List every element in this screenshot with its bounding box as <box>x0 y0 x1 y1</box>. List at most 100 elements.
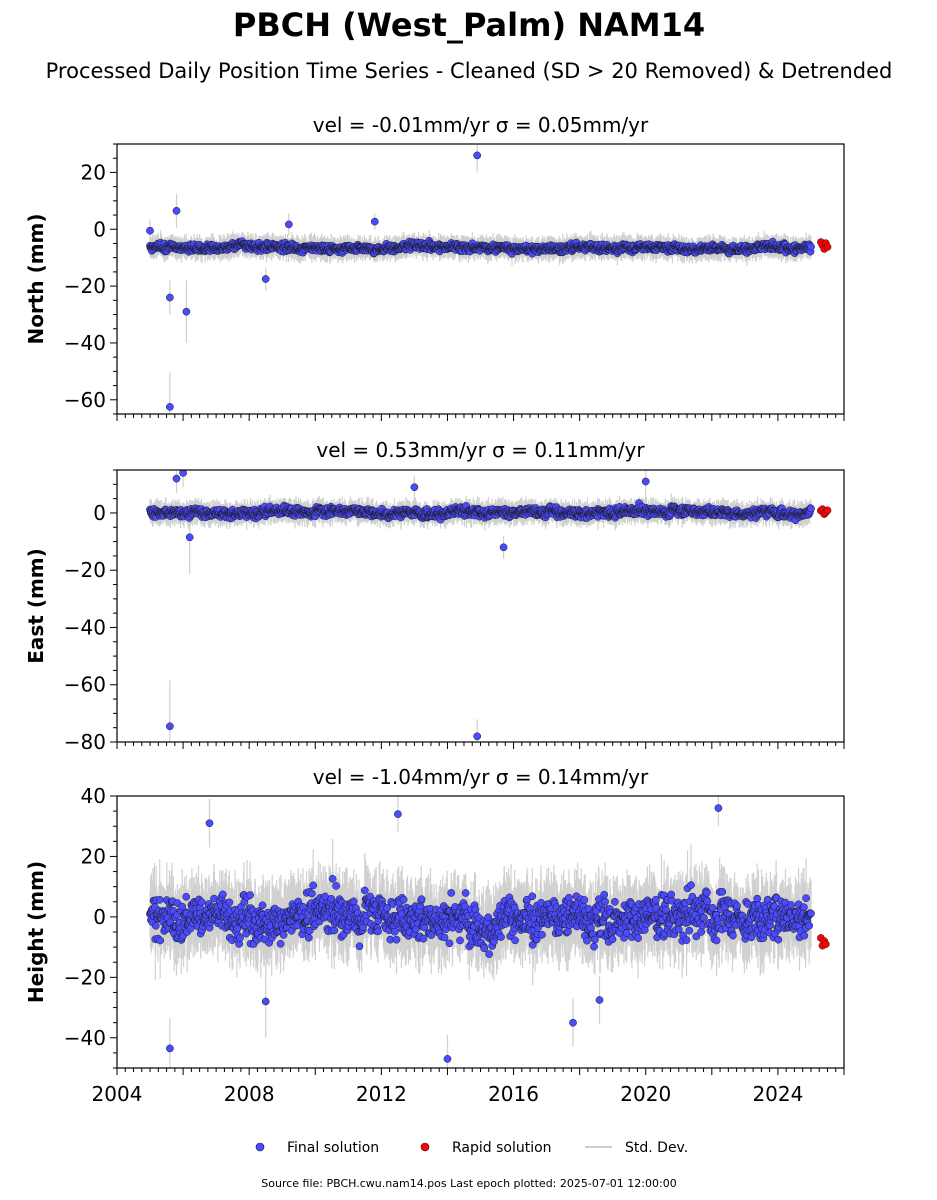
height-final-point <box>774 935 783 944</box>
height-final-point <box>685 926 694 935</box>
height-y-tick-label: −40 <box>64 1026 106 1050</box>
height-final-point <box>151 921 160 930</box>
east-panel: vel = 0.53mm/yr σ = 0.11mm/yr East (mm) 0 −… <box>24 438 845 754</box>
height-final-point <box>445 939 454 948</box>
north-final-point <box>261 275 270 283</box>
height-final-point <box>699 913 708 922</box>
height-final-point <box>427 931 436 939</box>
height-y-tick-label: 40 <box>81 784 106 808</box>
height-final-point <box>456 936 464 945</box>
height-final-point <box>569 1018 577 1027</box>
east-final-point <box>473 732 482 741</box>
height-y-tick-label: −20 <box>64 965 106 989</box>
height-final-point <box>595 996 604 1004</box>
height-final-point <box>258 901 267 910</box>
height-final-point <box>182 892 191 901</box>
east-panel-title: vel = 0.53mm/yr σ = 0.11mm/yr <box>316 438 645 462</box>
height-final-point <box>155 895 164 904</box>
north-panel: vel = -0.01mm/yr σ = 0.05mm/yr North (mm)… <box>24 113 845 421</box>
east-final-point <box>499 543 508 552</box>
height-final-point <box>591 935 599 944</box>
east-final-point <box>179 470 187 477</box>
north-std-dev-bars <box>149 144 812 414</box>
height-final-point <box>394 810 402 818</box>
height-final-point <box>484 913 493 922</box>
east-final-point <box>807 504 815 513</box>
height-rapid-point <box>821 940 830 948</box>
north-y-tick-label: −60 <box>64 388 106 412</box>
height-final-point <box>236 934 244 942</box>
height-final-point <box>692 932 701 941</box>
east-y-tick-label: 0 <box>93 501 106 525</box>
height-y-tick-label: 20 <box>81 844 106 868</box>
height-final-point <box>703 897 712 906</box>
height-panel-title: vel = -1.04mm/yr σ = 0.14mm/yr <box>313 765 649 789</box>
north-final-point <box>473 151 482 160</box>
height-final-point <box>261 997 270 1006</box>
height-final-point <box>218 890 227 899</box>
legend-rapid-marker <box>420 1142 430 1152</box>
figure-subtitle: Processed Daily Position Time Series - C… <box>46 59 893 83</box>
height-final-point <box>733 901 741 910</box>
north-final-point <box>146 226 154 235</box>
legend-stddev-label: Std. Dev. <box>625 1140 688 1156</box>
height-final-point <box>417 895 426 904</box>
north-y-tick-label: −40 <box>64 331 106 355</box>
height-final-point <box>166 1044 174 1053</box>
north-axes-frame <box>116 143 845 415</box>
east-final-point <box>166 722 174 731</box>
east-y-tick-label: −20 <box>64 558 106 582</box>
north-data-layer <box>146 144 832 414</box>
height-final-point <box>485 950 493 958</box>
east-y-tick-label: −80 <box>64 730 106 754</box>
height-final-point <box>634 934 642 943</box>
legend-final-label: Final solution <box>287 1140 379 1156</box>
east-final-point <box>410 483 419 492</box>
north-final-point <box>166 293 174 302</box>
height-final-point <box>802 894 810 903</box>
x-tick-label: 2008 <box>224 1082 275 1106</box>
height-final-point <box>538 930 546 939</box>
north-rapid-point <box>823 243 832 251</box>
north-final-point <box>182 307 191 316</box>
north-y-tick-label: 0 <box>93 217 106 241</box>
footer-source: Source file: PBCH.cwu.nam14.pos Last epo… <box>261 1177 676 1190</box>
height-final-point <box>392 935 401 944</box>
height-final-point <box>528 892 537 901</box>
height-final-point <box>714 804 723 812</box>
height-final-point <box>712 936 721 945</box>
height-final-point <box>511 936 519 945</box>
height-final-point <box>610 897 619 906</box>
height-final-point <box>753 894 762 903</box>
height-final-point <box>787 901 795 909</box>
height-final-point <box>497 933 505 941</box>
height-final-point <box>349 897 358 906</box>
height-final-point <box>197 898 206 906</box>
height-final-point <box>246 891 254 899</box>
east-y-tick-label: −60 <box>64 673 106 697</box>
height-final-point <box>355 942 364 951</box>
north-panel-title: vel = -0.01mm/yr σ = 0.05mm/yr <box>313 113 649 137</box>
height-final-point <box>622 929 631 937</box>
height-final-point <box>383 904 392 912</box>
height-final-point <box>419 934 428 943</box>
east-y-tick-label: −40 <box>64 615 106 639</box>
height-final-point <box>332 882 340 890</box>
height-final-point <box>674 925 683 934</box>
height-final-point <box>328 874 337 883</box>
height-final-point <box>276 939 285 948</box>
east-y-axis-label: East (mm) <box>24 548 48 664</box>
x-tick-label: 2020 <box>620 1082 671 1106</box>
north-final-point <box>807 242 815 251</box>
height-final-point <box>304 933 313 942</box>
north-y-tick-label: 20 <box>81 160 106 184</box>
height-final-point <box>703 888 711 897</box>
x-tick-label: 2012 <box>356 1082 407 1106</box>
east-final-point <box>185 533 194 542</box>
height-final-point <box>399 895 408 904</box>
north-y-axis-label: North (mm) <box>24 213 48 344</box>
height-final-point <box>608 935 617 944</box>
height-data-layer <box>146 796 830 1068</box>
height-final-point <box>205 819 214 828</box>
